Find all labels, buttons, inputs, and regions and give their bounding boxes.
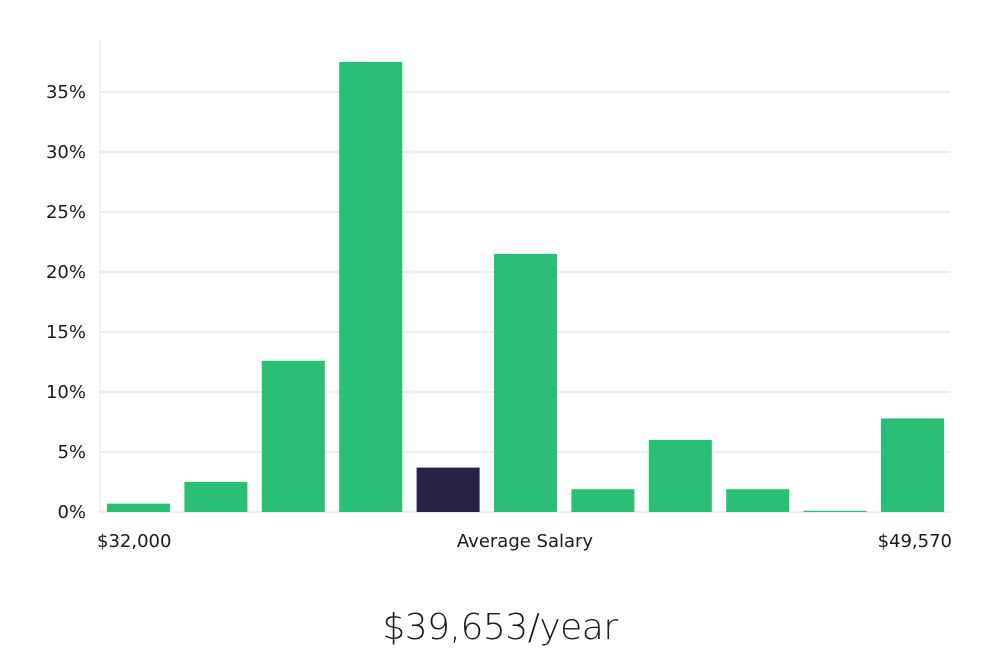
salary-histogram: 0% 5% 10% 15% 20% 25% 30% 35% $32,000 Average S… [46,40,952,552]
y-tick-label: 15% [46,322,86,343]
y-tick-labels: 0% 5% 10% 15% 20% 25% 30% 35% [46,82,86,523]
x-label-right: $49,570 [878,531,952,552]
bar [261,360,325,512]
bar [571,489,635,512]
bar [184,482,248,512]
y-tick-label: 35% [46,82,86,103]
bar [881,418,944,512]
bar [803,510,867,512]
y-tick-label: 0% [57,502,86,523]
y-tick-label: 5% [57,442,86,463]
y-tick-label: 10% [46,382,86,403]
y-tick-label: 20% [46,262,86,283]
bar [726,489,790,512]
bar [494,254,557,512]
y-tick-label: 25% [46,202,86,223]
bar [107,503,170,512]
y-tick-label: 30% [46,142,86,163]
bars [107,62,944,512]
bar-highlight [416,467,480,512]
average-salary-value: $39,653/year [382,607,618,648]
x-label-center: Average Salary [457,531,594,552]
x-label-left: $32,000 [97,531,171,552]
bar [339,62,403,512]
bar [648,440,712,512]
